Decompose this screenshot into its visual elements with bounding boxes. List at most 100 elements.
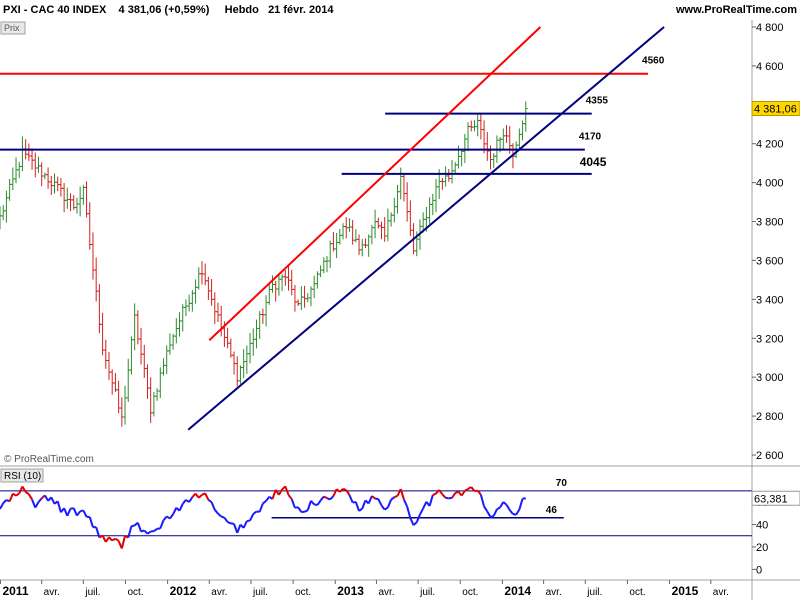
price-y-tick-label: 2 800 [756,411,784,423]
time-x-tick-label: juil. [419,587,435,598]
rsi-segment [44,494,49,502]
rsi-segment [323,495,328,500]
rsi-level-label-46: 46 [546,505,558,516]
rsi-segment [18,486,24,494]
price-panel-tab[interactable] [0,21,26,35]
price-panel-label: Prix [4,23,20,33]
rsi-segment [467,486,472,490]
rsi-y-tick-label: 0 [756,564,762,576]
rsi-segment [166,515,171,520]
last-quote: 4 381,06 (+0,59%) [118,4,210,16]
rsi-segment [284,485,290,496]
rsi-segment [172,507,178,515]
rsi-segment [265,496,271,502]
rsi-segment [82,509,88,518]
red-trend-channel-line[interactable] [208,26,542,341]
rsi-segment [422,501,428,509]
time-x-tick-label: oct. [462,587,478,598]
time-x-tick-label: oct. [295,587,311,598]
price-panel [0,20,800,465]
rsi-segment [358,507,363,512]
rsi-segment [464,488,469,492]
rsi-last-badge [751,490,800,506]
rsi-segment [37,497,43,503]
rsi-segment [512,513,517,516]
time-x-tick-label: 2014 [504,584,531,598]
last-price-badge [751,101,800,117]
rsi-segment [76,510,81,517]
rsi-panel [0,467,800,580]
time-x-tick-label: avr. [211,587,227,598]
rsi-segment [335,488,341,493]
price-y-tick-label: 3 800 [756,217,784,229]
rsi-segment [227,521,232,525]
ohlc-bars [0,101,528,427]
rsi-series [0,485,526,549]
rsi-segment [313,503,318,507]
rsi-panel-tab[interactable] [0,468,44,483]
rsi-segment [380,504,386,511]
site-link[interactable]: www.ProRealTime.com [675,4,797,16]
rsi-segment [352,501,357,504]
rsi-segment [63,507,69,517]
rsi-level-label-70: 70 [556,478,568,489]
rsi-segment [354,501,360,512]
rsi-segment [499,501,505,508]
last-price-value: 4 381,06 [754,104,797,116]
rsi-segment [441,493,447,499]
rsi-segment [454,490,459,494]
rsi-last-value: 63,381 [754,493,788,505]
ohlc-bar [523,101,528,132]
rsi-segment [367,495,373,504]
time-x-tick-label: 2012 [170,584,197,598]
rsi-segment [101,535,107,543]
rsi-segment [66,508,72,517]
time-x-tick-label: juil. [586,587,602,598]
rsi-segment [287,494,293,500]
rsi-segment [207,498,213,503]
rsi-segment [326,497,331,501]
rsi-segment [345,489,351,496]
rsi-segment [271,489,277,500]
rsi-segment [79,509,84,513]
rsi-segment [27,493,33,500]
rsi-segment [332,488,338,497]
rsi-segment [342,487,347,491]
rsi-segment [476,490,482,496]
chart-header: PXI - CAC 40 INDEX 4 381,06 (+0,59%) Heb… [0,0,800,20]
rsi-segment [304,509,309,513]
price-y-tick-label: 3 000 [756,372,784,384]
rsi-segment [8,493,14,502]
rsi-segment [361,500,367,509]
price-y-tick-label: 3 400 [756,294,784,306]
rsi-segment [505,504,511,511]
rsi-segment [384,506,389,511]
rsi-segment [348,494,354,503]
rsi-segment [210,501,216,511]
rsi-segment [310,500,315,506]
price-y-tick-label: 2 600 [756,450,784,462]
level-label-4045: 4045 [580,155,607,169]
rsi-segment [409,517,415,526]
rsi-segment [377,498,383,506]
rsi-segment [198,494,203,499]
rsi-segment [508,509,514,515]
time-x-tick-label: 2011 [2,584,28,598]
rsi-segment [390,496,395,501]
rsi-segment [262,500,267,505]
chart-title: PXI - CAC 40 INDEX 4 381,06 (+0,59%) Heb… [3,4,334,16]
rsi-segment [201,492,206,496]
rsi-segment [153,527,158,532]
rsi-segment [31,499,37,509]
date-label: 21 févr. 2014 [268,4,334,16]
time-x-tick-label: juil. [84,587,100,598]
blue-trend-support-line[interactable] [187,26,665,431]
rsi-segment [470,486,476,492]
rsi-segment [393,494,398,499]
rsi-segment [448,496,453,500]
price-y-tick-label: 3 200 [756,333,784,345]
watermark: © ProRealTime.com [4,454,94,465]
rsi-segment [34,501,40,509]
